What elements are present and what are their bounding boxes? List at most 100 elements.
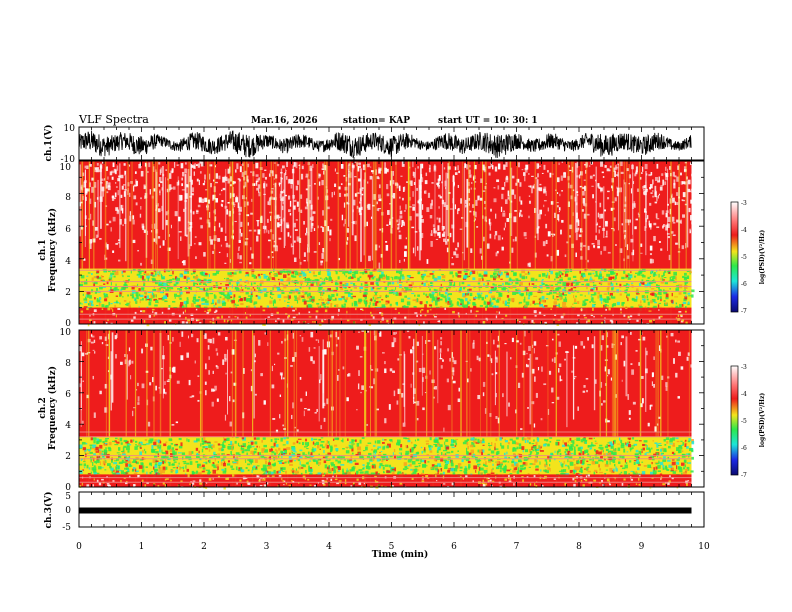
spectrogram-band-speckle <box>657 465 661 469</box>
spectrogram-low-power-speckle <box>633 203 636 208</box>
spectrogram-band-speckle <box>333 305 336 307</box>
spectrogram-low-power-speckle <box>632 249 635 256</box>
spectrogram-low-power-speckle <box>512 238 515 242</box>
spectrogram-low-freq-speckle <box>577 314 580 317</box>
spectrogram-band-speckle <box>245 271 249 275</box>
spectrogram-low-power-speckle <box>443 226 445 230</box>
spectrogram-band-speckle <box>146 299 151 301</box>
spectrogram-band-speckle <box>323 305 327 310</box>
spectrogram-low-power-speckle <box>587 337 589 341</box>
spectrogram-low-power-speckle <box>209 338 212 344</box>
spectrogram-low-power-speckle <box>520 428 523 431</box>
spectrogram-low-power-speckle <box>181 177 184 181</box>
spectrogram-low-power-speckle <box>192 164 196 168</box>
spectrogram-low-power-speckle <box>613 217 616 222</box>
spectrogram-band-speckle <box>287 298 290 301</box>
spectrogram-band-speckle <box>545 298 549 300</box>
spectrogram-band-speckle <box>658 302 662 305</box>
spectrogram-low-power-speckle <box>384 418 387 424</box>
spectrogram-low-power-speckle <box>105 344 109 347</box>
spectrogram-low-power-speckle <box>683 169 687 172</box>
spectrogram-low-power-speckle <box>559 379 563 381</box>
spectrogram-band-speckle <box>587 464 591 466</box>
spectrogram-band-speckle <box>114 440 117 443</box>
spectrogram-sferic-streak <box>612 161 614 324</box>
spectrogram-low-power-speckle <box>553 357 556 364</box>
spectrogram-band-speckle <box>207 460 210 463</box>
spectrogram-band-speckle <box>113 275 116 278</box>
spectrogram-band-speckle <box>584 278 588 282</box>
spectrogram-band-speckle <box>284 460 288 463</box>
spectrogram-low-power-speckle <box>192 211 195 215</box>
ch1-spectrogram-image <box>79 161 704 327</box>
spectrogram-band-speckle <box>306 294 309 297</box>
spectrogram-band-speckle <box>342 271 346 274</box>
spectrogram-low-power-speckle <box>252 183 256 186</box>
spectrogram-band-speckle <box>490 274 494 278</box>
spectrogram-low-power-speckle <box>584 203 588 207</box>
spectrogram-low-power-speckle <box>264 176 268 180</box>
spectrogram-band-speckle <box>193 294 197 296</box>
spectrogram-low-power-speckle <box>395 331 397 335</box>
spectrogram-low-power-speckle <box>94 167 96 173</box>
spectrogram-band-speckle <box>228 279 233 282</box>
spectrogram-band-speckle <box>530 451 533 454</box>
spectrogram-band-speckle <box>98 449 102 451</box>
spectrogram-band-speckle <box>686 277 689 279</box>
spectrogram-band-speckle <box>293 270 298 273</box>
spectrogram-low-power-speckle <box>643 191 645 195</box>
spectrogram-band-speckle <box>643 300 646 303</box>
spectrogram-low-power-speckle <box>267 255 270 259</box>
spectrogram-band-speckle <box>319 269 321 273</box>
spectrogram-band-speckle <box>180 291 183 295</box>
spectrogram-sferic-streak <box>639 330 642 487</box>
spectrogram-low-power-speckle <box>358 207 361 213</box>
spectrogram-band-speckle <box>600 279 604 281</box>
spectrogram-low-power-speckle <box>535 357 539 360</box>
spectrogram-low-power-speckle <box>675 202 679 205</box>
spectrogram-low-power-speckle <box>387 210 390 215</box>
spectrogram-low-power-speckle <box>446 247 449 253</box>
spectrogram-band-speckle <box>674 296 679 298</box>
spectrogram-low-power-speckle <box>623 204 627 207</box>
spectrogram-band-speckle <box>668 464 673 468</box>
spectrogram-band-speckle <box>668 280 672 282</box>
spectrogram-band-speckle <box>581 272 586 276</box>
spectrogram-low-freq-speckle <box>321 320 324 323</box>
spectrogram-low-power-speckle <box>198 242 202 246</box>
spectrogram-band-speckle <box>288 291 293 294</box>
spectrogram-low-power-speckle <box>322 210 324 216</box>
spectrogram-band-speckle <box>279 299 281 301</box>
spectrogram-low-power-speckle <box>252 171 255 177</box>
spectrogram-band-speckle <box>444 290 448 295</box>
spectrogram-low-power-speckle <box>553 233 556 236</box>
spectrogram-low-freq-speckle <box>227 319 229 323</box>
spectrogram-band-speckle <box>433 278 438 282</box>
spectrogram-band-speckle <box>140 275 144 279</box>
spectrogram-low-power-speckle <box>122 224 124 227</box>
spectrogram-low-power-speckle <box>314 182 316 185</box>
spectrogram-band-speckle <box>641 295 646 298</box>
spectrogram-band-speckle <box>268 272 271 275</box>
spectrogram-low-freq-speckle <box>580 309 583 311</box>
spectrogram-band-speckle <box>599 468 601 471</box>
spectrogram-band-speckle <box>367 274 372 278</box>
spectrogram-band-speckle <box>347 293 351 298</box>
spectrogram-band-speckle <box>319 277 322 279</box>
spectrogram-band-speckle <box>253 274 256 279</box>
spectrogram-low-power-speckle <box>171 168 174 173</box>
spectrogram-sferic-streak <box>270 161 272 324</box>
ch1-ytick-6: 6 <box>65 225 71 235</box>
spectrogram-low-power-speckle <box>501 193 504 200</box>
spectrogram-band-speckle <box>168 305 171 308</box>
spectrogram-low-power-speckle <box>605 222 608 224</box>
spectrogram-band-speckle <box>670 276 674 278</box>
spectrogram-low-power-speckle <box>303 252 306 257</box>
spectrogram-band-speckle <box>359 276 362 279</box>
spectrogram-band-speckle <box>483 274 488 277</box>
spectrogram-quiet-streak <box>97 179 99 238</box>
spectrogram-band-speckle <box>396 270 399 273</box>
spectrogram-band-speckle <box>123 471 128 476</box>
spectrogram-band-speckle <box>192 296 197 301</box>
spectrogram-sferic-streak <box>625 161 628 324</box>
